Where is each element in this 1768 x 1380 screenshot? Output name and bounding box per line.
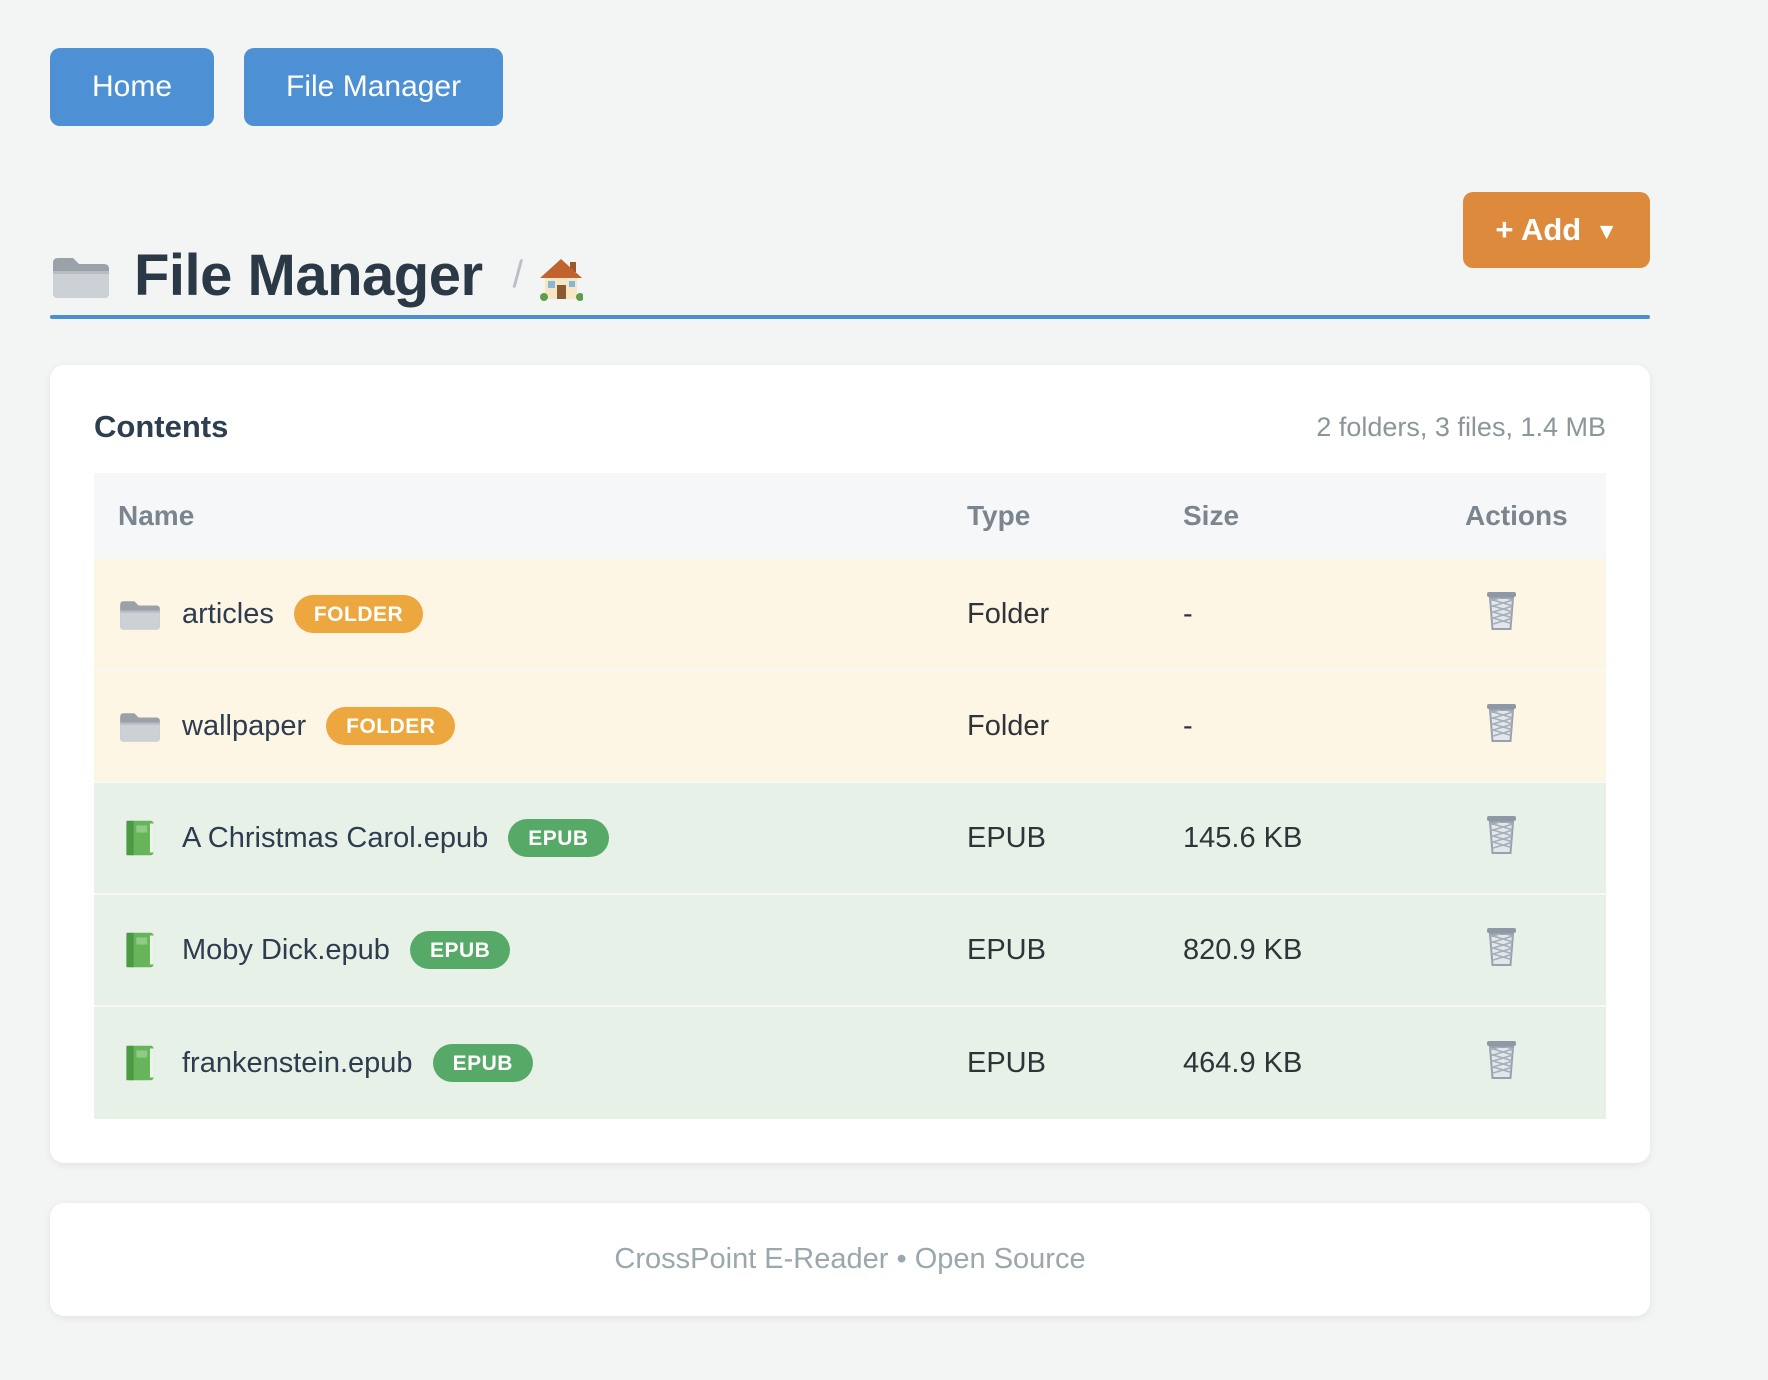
chevron-down-icon: ▼ [1595,217,1618,244]
wastebasket-icon [1483,1038,1520,1080]
row-size-cell: 145.6 KB [1183,821,1303,854]
wastebasket-icon [1483,925,1520,967]
type-badge: EPUB [432,1044,533,1082]
table-header-row: Name Type Size Actions [94,473,1606,559]
row-type-cell: EPUB [967,1046,1046,1079]
wastebasket-icon [1483,701,1520,743]
table-row[interactable]: articles FOLDER Folder - [94,559,1606,671]
delete-button[interactable] [1483,589,1520,631]
file-name[interactable]: wallpaper [182,709,307,742]
wastebasket-icon [1483,813,1520,855]
type-badge: FOLDER [326,707,456,745]
row-type-cell: Folder [967,709,1050,742]
footer-text: CrossPoint E-Reader • Open Source [614,1243,1086,1275]
nav-file-manager-button[interactable]: File Manager [244,48,504,126]
table-row[interactable]: A Christmas Carol.epub EPUB EPUB 145.6 K… [94,783,1606,895]
contents-heading: Contents [94,409,229,444]
table-row[interactable]: frankenstein.epub EPUB EPUB 464.9 KB [94,1007,1606,1119]
green-book-icon [126,1045,154,1081]
delete-button[interactable] [1483,925,1520,967]
type-badge: EPUB [409,931,511,969]
page-title: File Manager [134,243,483,308]
add-button[interactable]: + Add ▼ [1463,192,1650,268]
wastebasket-icon [1483,589,1520,631]
row-actions-cell [1465,1038,1606,1088]
file-name[interactable]: frankenstein.epub [182,1046,413,1079]
file-name[interactable]: A Christmas Carol.epub [182,821,489,854]
row-actions-cell [1465,813,1606,863]
header-divider [50,315,1650,319]
column-header-actions: Actions [1465,500,1568,531]
folder-icon [120,601,160,630]
row-actions-cell [1465,925,1606,975]
table-row[interactable]: wallpaper FOLDER Folder - [94,671,1606,783]
green-book-icon [126,932,154,968]
contents-card: Contents 2 folders, 3 files, 1.4 MB Name… [50,365,1650,1163]
delete-button[interactable] [1483,1038,1520,1080]
type-badge: EPUB [508,819,609,857]
nav-home-button[interactable]: Home [50,48,215,126]
footer-card: CrossPoint E-Reader • Open Source [50,1203,1650,1316]
page-container: Home File Manager File Manager / + Add ▼… [50,0,1650,1316]
row-size-cell: - [1183,709,1193,742]
house-icon[interactable] [539,257,584,301]
folder-icon [120,713,160,742]
row-name-cell: A Christmas Carol.epub EPUB [94,819,967,857]
breadcrumb-separator: / [512,254,524,296]
row-name-cell: articles FOLDER [94,595,967,633]
row-name-cell: frankenstein.epub EPUB [94,1044,967,1082]
contents-card-header: Contents 2 folders, 3 files, 1.4 MB [94,409,1606,445]
file-table: Name Type Size Actions articles FOLDER F… [94,473,1606,1119]
green-book-icon [126,820,154,856]
delete-button[interactable] [1483,813,1520,855]
row-name-cell: Moby Dick.epub EPUB [94,931,967,969]
column-header-type: Type [967,500,1031,531]
row-size-cell: - [1183,597,1193,630]
type-badge: FOLDER [293,595,424,633]
column-header-size: Size [1183,500,1240,531]
title-group: File Manager / [50,242,584,309]
row-size-cell: 464.9 KB [1183,1046,1303,1079]
row-name-cell: wallpaper FOLDER [94,707,967,745]
file-name[interactable]: Moby Dick.epub [182,933,390,966]
contents-summary: 2 folders, 3 files, 1.4 MB [1316,411,1606,442]
column-header-name: Name [118,500,195,531]
table-body: articles FOLDER Folder - wallpaper FOLDE… [94,559,1606,1119]
file-name[interactable]: articles [182,597,274,630]
page-header: File Manager / + Add ▼ [50,190,1650,309]
add-button-label: + Add [1495,212,1582,247]
delete-button[interactable] [1483,701,1520,743]
table-row[interactable]: Moby Dick.epub EPUB EPUB 820.9 KB [94,895,1606,1007]
row-actions-cell [1465,701,1606,751]
row-type-cell: EPUB [967,933,1046,966]
row-type-cell: EPUB [967,821,1046,854]
row-type-cell: Folder [967,597,1050,630]
row-actions-cell [1465,589,1606,639]
folder-icon [53,257,109,298]
top-nav: Home File Manager [50,0,1650,126]
row-size-cell: 820.9 KB [1183,933,1303,966]
